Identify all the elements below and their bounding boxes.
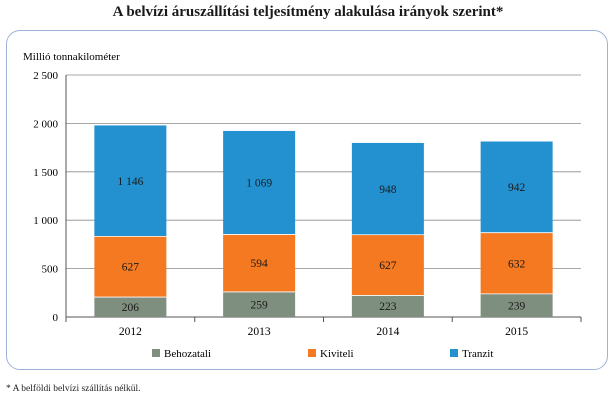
data-label: 627 — [122, 262, 140, 274]
y-tick-label: 1 000 — [33, 215, 58, 227]
chart-title: A belvízi áruszállítási teljesítmény ala… — [112, 4, 504, 20]
legend-swatch-tranzit — [450, 349, 458, 357]
chart-svg: Millió tonnakilométer 0 500 1 000 1 500 2 000… — [23, 51, 582, 360]
bar-behozatali-2012 — [94, 297, 167, 317]
data-label: 1 069 — [246, 178, 272, 190]
legend-swatch-behozatali — [152, 349, 160, 357]
bar-behozatali-2015 — [480, 293, 553, 317]
y-tick-label: 500 — [42, 264, 59, 276]
data-label: 239 — [508, 300, 526, 312]
data-label: 632 — [508, 258, 526, 270]
bar-kiviteli-2015 — [480, 232, 553, 294]
data-label: 627 — [379, 260, 397, 272]
bar-behozatali-2014 — [351, 295, 424, 317]
x-tick-label: 2015 — [505, 326, 528, 338]
legend-label-kiviteli: Kiviteli — [320, 348, 354, 360]
y-tick-label: 1 500 — [33, 167, 58, 179]
y-tick-label: 0 — [53, 312, 59, 324]
bar-kiviteli-2012 — [94, 236, 167, 298]
y-tick-label: 2 000 — [33, 118, 58, 130]
data-label: 594 — [251, 258, 269, 270]
bar-tranzit-2015 — [480, 141, 553, 233]
bar-tranzit-2012 — [94, 125, 167, 237]
bar-kiviteli-2013 — [223, 234, 296, 292]
data-label: 1 146 — [117, 176, 143, 188]
legend-label-tranzit: Tranzit — [462, 348, 493, 360]
x-tick-label: 2014 — [376, 326, 399, 338]
data-label: 259 — [251, 299, 269, 311]
bar-behozatali-2013 — [223, 291, 296, 317]
x-tick-label: 2013 — [248, 326, 271, 338]
footnote: * A belföldi belvízi szállítás nélkül. — [6, 384, 141, 394]
data-label: 948 — [379, 184, 397, 196]
y-tick-label: 2 500 — [33, 70, 58, 82]
data-label: 223 — [379, 301, 397, 313]
bar-kiviteli-2014 — [351, 234, 424, 296]
bar-tranzit-2013 — [223, 130, 296, 235]
data-label: 206 — [122, 302, 140, 314]
bar-tranzit-2014 — [351, 142, 424, 235]
data-label: 942 — [508, 182, 526, 194]
y-axis-label: Millió tonnakilométer — [23, 51, 120, 63]
legend-swatch-kiviteli — [308, 349, 316, 357]
x-tick-label: 2012 — [119, 326, 142, 338]
legend-label-behozatali: Behozatali — [164, 348, 211, 360]
